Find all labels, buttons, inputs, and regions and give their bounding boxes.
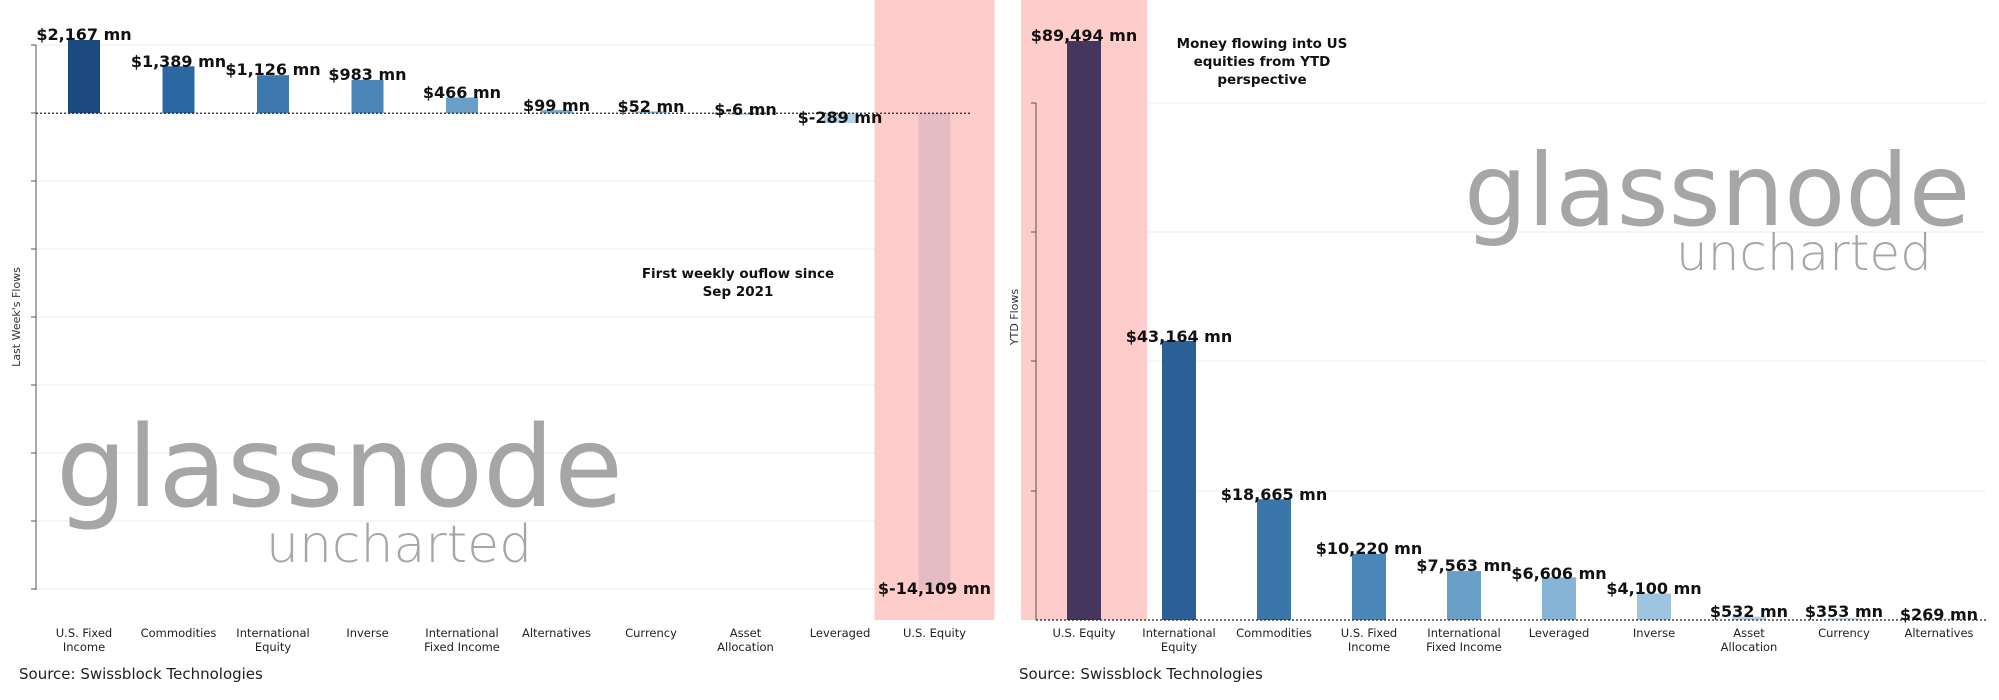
- value-label: $1,126 mn: [225, 60, 320, 79]
- value-label: $353 mn: [1805, 602, 1883, 621]
- watermark-line2: uncharted: [1676, 224, 1932, 282]
- bar-international-equity: [257, 75, 289, 114]
- bar-international-fixed-income: [446, 97, 478, 114]
- bar-u-s-equity: [918, 113, 951, 591]
- bar-commodities: [162, 66, 195, 114]
- left-source-note: Source: Swissblock Technologies: [19, 665, 263, 683]
- bar-alternatives: [540, 109, 573, 114]
- right-source-note: Source: Swissblock Technologies: [1019, 665, 1263, 683]
- bar-currency: [635, 111, 667, 114]
- x-tick-label: U.S. Fixed Income: [56, 626, 112, 654]
- value-label: $10,220 mn: [1316, 539, 1423, 558]
- value-label: $6,606 mn: [1511, 564, 1606, 583]
- x-tick-label: U.S. Fixed Income: [1341, 626, 1397, 654]
- bar-currency: [1827, 617, 1861, 620]
- chart-annotation: First weekly ouflow since Sep 2021: [642, 266, 834, 300]
- bar-international-fixed-income: [1447, 571, 1481, 620]
- bar-inverse: [351, 80, 384, 114]
- bar-asset-allocation: [1732, 616, 1766, 620]
- bar-leveraged: [1542, 577, 1576, 620]
- x-tick-label: International Fixed Income: [424, 626, 500, 654]
- x-tick-label: Currency: [625, 626, 677, 640]
- x-tick-label: Alternatives: [522, 626, 591, 640]
- bar-international-equity: [1162, 340, 1196, 620]
- value-label: $983 mn: [328, 65, 406, 84]
- value-label: $-289 mn: [798, 108, 883, 127]
- x-tick-label: Leveraged: [810, 626, 871, 640]
- x-tick-label: Inverse: [346, 626, 388, 640]
- x-tick-label: Commodities: [1236, 626, 1312, 640]
- x-tick-label: International Fixed Income: [1426, 626, 1502, 654]
- value-label: $2,167 mn: [36, 25, 131, 44]
- value-label: $7,563 mn: [1416, 556, 1511, 575]
- value-label: $466 mn: [423, 83, 501, 102]
- bar-leveraged: [824, 113, 856, 123]
- value-label: $4,100 mn: [1606, 579, 1701, 598]
- value-label: $18,665 mn: [1221, 485, 1328, 504]
- watermark-line1: glassnode: [1464, 132, 1970, 249]
- chart-annotation: Money flowing into US equities from YTD pe…: [1177, 36, 1348, 88]
- value-label: $99 mn: [523, 96, 590, 115]
- x-tick-label: International Equity: [1142, 626, 1215, 654]
- bar-u-s-fixed-income: [68, 40, 100, 114]
- x-tick-label: Alternatives: [1904, 626, 1973, 640]
- bar-u-s-fixed-income: [1352, 553, 1386, 620]
- bar-alternatives: [1922, 618, 1956, 620]
- bar-u-s-equity: [1067, 41, 1101, 620]
- value-label: $43,164 mn: [1126, 327, 1233, 346]
- watermark-line2: uncharted: [266, 515, 532, 575]
- value-label: $-14,109 mn: [878, 579, 991, 598]
- bar-asset-allocation: [729, 113, 762, 115]
- x-tick-label: Commodities: [141, 626, 217, 640]
- value-label: $89,494 mn: [1031, 26, 1138, 45]
- x-tick-label: Asset Allocation: [1721, 626, 1778, 654]
- x-tick-label: International Equity: [236, 626, 309, 654]
- x-tick-label: Asset Allocation: [717, 626, 774, 654]
- y-axis-label: YTD Flows: [1008, 289, 1021, 347]
- value-label: $-6 mn: [714, 100, 777, 119]
- watermark-line1: glassnode: [56, 403, 623, 533]
- bar-commodities: [1257, 499, 1291, 620]
- x-tick-label: U.S. Equity: [903, 626, 966, 640]
- x-tick-label: Inverse: [1633, 626, 1675, 640]
- value-label: $52 mn: [617, 97, 684, 116]
- y-axis-label: Last Week's Flows: [10, 267, 23, 367]
- x-tick-label: U.S. Equity: [1052, 626, 1115, 640]
- bar-inverse: [1637, 593, 1671, 620]
- value-label: $1,389 mn: [131, 52, 226, 71]
- x-tick-label: Currency: [1818, 626, 1870, 640]
- value-label: $269 mn: [1900, 605, 1978, 624]
- x-tick-label: Leveraged: [1529, 626, 1590, 640]
- value-label: $532 mn: [1710, 602, 1788, 621]
